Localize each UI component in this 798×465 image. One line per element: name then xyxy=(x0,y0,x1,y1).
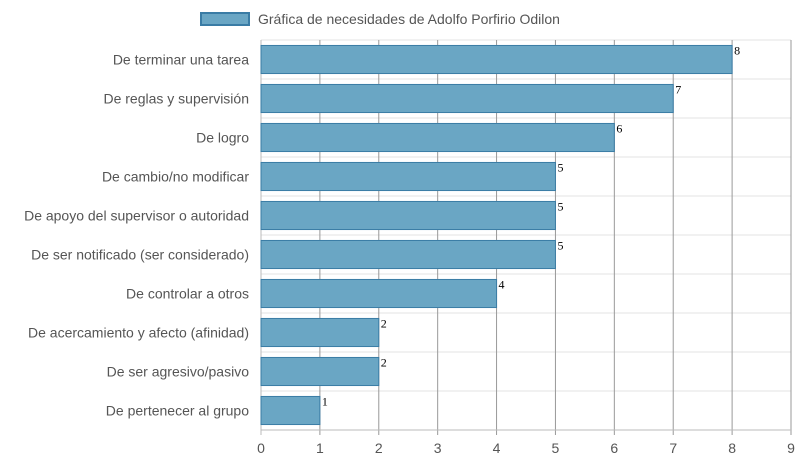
category-label: De ser agresivo/pasivo xyxy=(107,364,250,380)
data-label: 2 xyxy=(381,355,387,369)
data-label: 5 xyxy=(557,160,563,174)
category-label: De acercamiento y afecto (afinidad) xyxy=(28,325,249,341)
x-tick-label: 9 xyxy=(787,440,795,456)
chart-legend[interactable]: Gráfica de necesidades de Adolfo Porfiri… xyxy=(200,9,560,29)
x-tick-label: 7 xyxy=(669,440,677,456)
category-label: De logro xyxy=(196,130,249,146)
x-tick-label: 0 xyxy=(257,440,265,456)
bar[interactable] xyxy=(260,356,380,387)
bar[interactable] xyxy=(260,122,615,153)
data-label: 7 xyxy=(675,82,681,96)
bar[interactable] xyxy=(260,278,498,309)
data-label: 4 xyxy=(499,277,505,291)
category-label: De reglas y supervisión xyxy=(103,91,249,107)
bar[interactable] xyxy=(260,44,733,75)
category-label: De apoyo del supervisor o autoridad xyxy=(24,208,249,224)
x-tick-label: 5 xyxy=(552,440,560,456)
x-tick-label: 6 xyxy=(610,440,618,456)
bar[interactable] xyxy=(260,200,556,231)
data-label: 2 xyxy=(381,316,387,330)
data-label: 1 xyxy=(322,394,328,408)
x-tick-label: 1 xyxy=(316,440,324,456)
data-label: 5 xyxy=(557,199,563,213)
bar[interactable] xyxy=(260,317,380,348)
x-tick-label: 3 xyxy=(434,440,442,456)
data-label: 8 xyxy=(734,43,740,57)
bar[interactable] xyxy=(260,161,556,192)
category-label: De controlar a otros xyxy=(126,286,249,302)
bar[interactable] xyxy=(260,83,674,114)
bar[interactable] xyxy=(260,239,556,270)
data-label: 6 xyxy=(616,121,622,135)
category-label: De pertenecer al grupo xyxy=(106,403,249,419)
legend-label: Gráfica de necesidades de Adolfo Porfiri… xyxy=(258,11,560,27)
bar[interactable] xyxy=(260,395,321,426)
category-label: De terminar una tarea xyxy=(113,52,249,68)
category-label: De ser notificado (ser considerado) xyxy=(31,247,249,263)
x-tick-label: 2 xyxy=(375,440,383,456)
legend-swatch xyxy=(200,12,250,26)
data-label: 5 xyxy=(557,238,563,252)
x-tick-label: 4 xyxy=(493,440,501,456)
x-tick-label: 8 xyxy=(728,440,736,456)
category-label: De cambio/no modificar xyxy=(102,169,249,185)
